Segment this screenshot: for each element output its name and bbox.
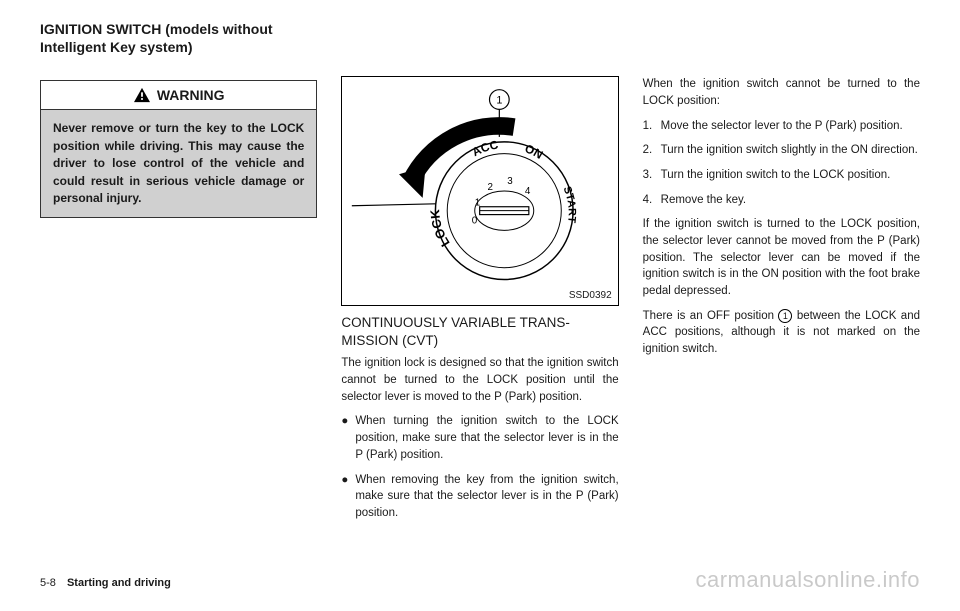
content-columns: WARNING Never remove or turn the key to … [40, 76, 920, 529]
diagram-code: SSD0392 [569, 290, 612, 301]
step-number: 2. [643, 142, 661, 159]
step-number: 4. [643, 192, 661, 209]
step-text: Turn the ignition switch to the LOCK pos… [661, 167, 891, 184]
column-1: WARNING Never remove or turn the key to … [40, 76, 317, 529]
svg-text:3: 3 [508, 176, 514, 187]
column-2: 1 LOCK ACC [341, 76, 618, 529]
svg-text:0: 0 [472, 216, 478, 227]
step-text: Turn the ignition switch slightly in the… [661, 142, 918, 159]
bullet-text: When removing the key from the ignition … [355, 472, 618, 522]
warning-box: WARNING Never remove or turn the key to … [40, 80, 317, 218]
page-title: IGNITION SWITCH (models without Intellig… [40, 20, 320, 56]
page-footer: 5-8 Starting and driving [40, 577, 171, 589]
list-item: ●When turning the ignition switch to the… [341, 413, 618, 463]
svg-text:ACC: ACC [471, 139, 501, 160]
steps-list: 1.Move the selector lever to the P (Park… [643, 118, 920, 209]
circled-marker: 1 [778, 309, 792, 323]
ignition-diagram: 1 LOCK ACC [341, 76, 618, 306]
column-3: When the ignition switch cannot be turne… [643, 76, 920, 529]
svg-text:4: 4 [525, 186, 531, 197]
page-number: 5-8 [40, 577, 56, 589]
step-number: 3. [643, 167, 661, 184]
list-item: 2.Turn the ignition switch slightly in t… [643, 142, 920, 159]
cvt-heading: CONTINUOUSLY VARIABLE TRANS-MISSION (CVT… [341, 314, 618, 349]
diagram-svg: 1 LOCK ACC [342, 77, 617, 305]
col3-p2: If the ignition switch is turned to the … [643, 216, 920, 299]
step-text: Move the selector lever to the P (Park) … [661, 118, 903, 135]
col3-intro: When the ignition switch cannot be turne… [643, 76, 920, 109]
list-item: ●When removing the key from the ignition… [341, 472, 618, 522]
title-line-2: Intelligent Key system) [40, 39, 193, 55]
p3-text-a: There is an OFF position [643, 310, 779, 322]
bullet-icon: ● [341, 413, 355, 463]
list-item: 1.Move the selector lever to the P (Park… [643, 118, 920, 135]
list-item: 4.Remove the key. [643, 192, 920, 209]
warning-icon [133, 87, 151, 103]
warning-label: WARNING [157, 87, 225, 103]
svg-text:1: 1 [475, 198, 480, 209]
svg-text:1: 1 [497, 95, 503, 107]
step-number: 1. [643, 118, 661, 135]
cvt-bullet-list: ●When turning the ignition switch to the… [341, 413, 618, 521]
watermark: carmanualsonline.info [695, 567, 920, 593]
warning-body: Never remove or turn the key to the LOCK… [41, 110, 316, 217]
section-name: Starting and driving [67, 577, 171, 589]
step-text: Remove the key. [661, 192, 746, 209]
warning-header: WARNING [41, 81, 316, 110]
cvt-paragraph: The ignition lock is designed so that th… [341, 355, 618, 405]
bullet-icon: ● [341, 472, 355, 522]
col3-p3: There is an OFF position 1 between the L… [643, 308, 920, 358]
list-item: 3.Turn the ignition switch to the LOCK p… [643, 167, 920, 184]
svg-text:2: 2 [488, 182, 493, 193]
svg-text:LOCK: LOCK [427, 208, 453, 249]
title-line-1: IGNITION SWITCH (models without [40, 21, 273, 37]
svg-text:START: START [561, 185, 578, 224]
bullet-text: When turning the ignition switch to the … [355, 413, 618, 463]
